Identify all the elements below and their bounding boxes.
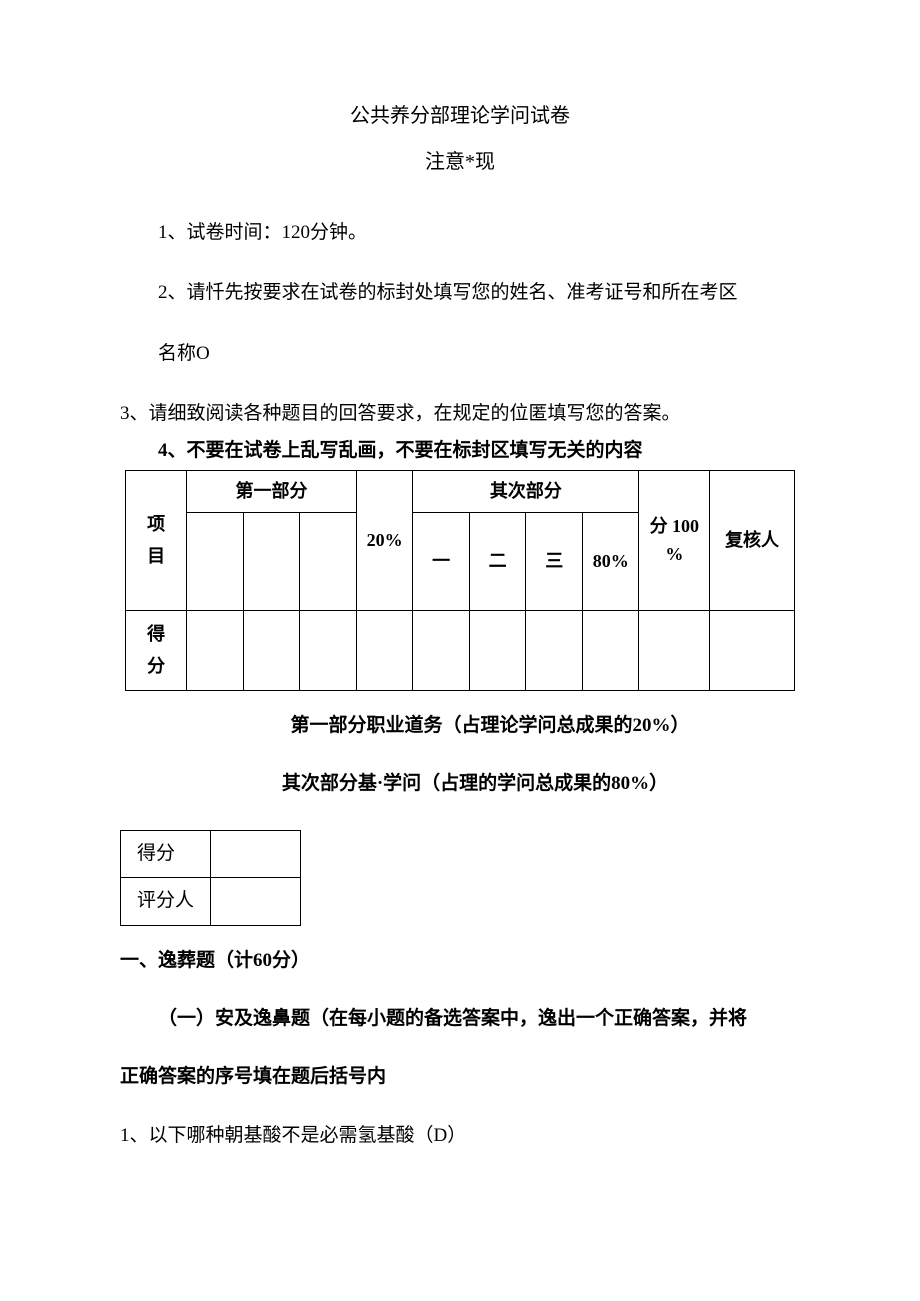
- table-row: 得分: [121, 830, 301, 877]
- score-cell: [639, 610, 710, 690]
- score-cell: [582, 610, 639, 690]
- col-three: 三: [526, 512, 583, 610]
- scorer-label: 评分人: [121, 878, 211, 925]
- scorer-table: 得分 评分人: [120, 830, 301, 926]
- part1-label: 第一部分职业道务（占理论学问总成果的20%）: [180, 711, 800, 741]
- instruction-3: 3、请细致阅读各种题目的回答要求，在规定的位匿填写您的答案。: [120, 399, 800, 429]
- percent-80: 80%: [582, 512, 639, 610]
- score-label: 得分: [121, 830, 211, 877]
- table-score-row: 得 分: [126, 610, 795, 690]
- score-cell: [413, 610, 470, 690]
- row-label-score: 得 分: [126, 610, 187, 690]
- score-cell: [300, 610, 357, 690]
- document-subtitle: 注意*现: [120, 146, 800, 178]
- question-1: 1、以下哪种朝基酸不是必需氢基酸（D）: [120, 1121, 800, 1151]
- instruction-4: 4、不要在试卷上乱写乱画，不要在标封区填写无关的内容: [120, 436, 800, 466]
- table-row: 评分人: [121, 878, 301, 925]
- score-table: 项 目 第一部分 20% 其次部分 分 100 % 复核人 一 二 三 80% …: [125, 470, 795, 691]
- score-cell: [356, 610, 413, 690]
- row-label-project: 项 目: [126, 470, 187, 610]
- score-cell: [187, 610, 244, 690]
- part1-col2: [243, 512, 300, 610]
- scorer-value: [211, 878, 301, 925]
- section-heading: 一、逸葬题（计60分）: [120, 946, 800, 976]
- part2-label: 其次部分基·学问（占理的学问总成果的80%）: [150, 769, 800, 799]
- score-cell: [469, 610, 526, 690]
- subsection-heading: （一）安及逸鼻题（在每小题的备选答案中，逸出一个正确答案，并将: [120, 1004, 800, 1034]
- part1-col3: [300, 512, 357, 610]
- reviewer-header: 复核人: [710, 470, 795, 610]
- score-cell: [710, 610, 795, 690]
- table-header-row: 项 目 第一部分 20% 其次部分 分 100 % 复核人: [126, 470, 795, 512]
- part1-header: 第一部分: [187, 470, 357, 512]
- score-cell: [243, 610, 300, 690]
- part2-header: 其次部分: [413, 470, 639, 512]
- score-value: [211, 830, 301, 877]
- subsection-heading-2: 正确答案的序号填在题后括号内: [120, 1062, 800, 1092]
- total-header: 分 100 %: [639, 470, 710, 610]
- part1-col1: [187, 512, 244, 610]
- document-title: 公共养分部理论学问试卷: [120, 100, 800, 132]
- instruction-1: 1、试卷时间：120分钟。: [120, 218, 800, 248]
- percent-20: 20%: [356, 470, 413, 610]
- score-cell: [526, 610, 583, 690]
- col-one: 一: [413, 512, 470, 610]
- instruction-2b: 名称O: [158, 339, 800, 369]
- col-two: 二: [469, 512, 526, 610]
- instruction-2: 2、请忏先按要求在试卷的标封处填写您的姓名、准考证号和所在考区: [120, 278, 800, 308]
